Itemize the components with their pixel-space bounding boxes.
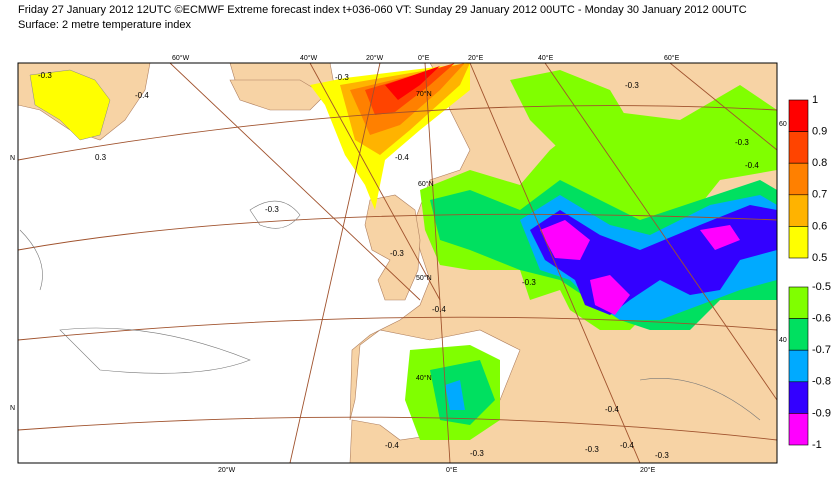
legend-label: -1 xyxy=(812,439,822,451)
header-line2: Surface: 2 metre temperature index xyxy=(18,19,192,31)
legend: 1 0.9 0.8 0.7 0.6 0.5 -0.5 -0.6 -0.7 -0.8 -0.9 -1 xyxy=(788,94,831,451)
lon-label: 0°E xyxy=(446,466,458,474)
legend-swatch xyxy=(788,162,809,196)
legend-swatch xyxy=(788,194,809,227)
contour-label: -0.3 xyxy=(655,451,669,460)
contour-label: -0.4 xyxy=(395,153,409,162)
legend-label: 0.7 xyxy=(812,189,827,201)
legend-swatch xyxy=(788,99,809,132)
contour-label: -0.4 xyxy=(605,405,619,414)
legend-label: -0.8 xyxy=(812,376,831,388)
lat-label: 60 xyxy=(779,121,787,128)
contour-label: -0.3 xyxy=(470,449,484,458)
legend-swatch xyxy=(788,349,809,383)
contour-label: -0.3 xyxy=(335,73,349,82)
contour-labels: -0.3 -0.4 0.3 -0.3 -0.3 -0.4 -0.3 -0.3 -… xyxy=(38,71,759,460)
lat-label: 60°N xyxy=(418,180,434,188)
lat-label: 40°N xyxy=(416,374,432,382)
legend-label: -0.7 xyxy=(812,344,831,356)
header-line1: Friday 27 January 2012 12UTC ©ECMWF Extr… xyxy=(18,4,747,16)
lon-label: 40°W xyxy=(300,54,318,62)
legend-label: 1 xyxy=(812,94,818,106)
legend-label: 0.9 xyxy=(812,126,827,138)
map: 60°W 40°W 20°W 0°E 20°E 40°E 60°E 20°W 0… xyxy=(10,54,787,474)
lon-label: 0°E xyxy=(418,54,430,62)
lat-label: N xyxy=(10,155,15,162)
lat-label: N xyxy=(10,405,15,412)
contour-label: -0.4 xyxy=(620,441,634,450)
legend-swatch xyxy=(788,318,809,351)
legend-swatch xyxy=(788,286,809,319)
contour-label: 0.3 xyxy=(95,153,107,162)
lon-label: 20°W xyxy=(218,466,236,474)
lon-label: 60°E xyxy=(664,54,680,62)
contour-label: -0.3 xyxy=(390,249,404,258)
lat-label: 70°N xyxy=(416,90,432,98)
lon-label: 40°E xyxy=(538,54,554,62)
lon-label: 20°W xyxy=(366,54,384,62)
legend-label: 0.8 xyxy=(812,157,827,169)
lon-label: 20°E xyxy=(640,466,656,474)
lat-label: 40 xyxy=(779,337,787,344)
contour-label: -0.3 xyxy=(38,71,52,80)
contour-label: -0.4 xyxy=(745,161,759,170)
legend-swatch xyxy=(788,381,809,414)
contour-label: -0.3 xyxy=(585,445,599,454)
legend-swatch xyxy=(788,413,809,446)
contour-label: -0.4 xyxy=(432,305,446,314)
legend-label: 0.5 xyxy=(812,252,827,264)
legend-swatch xyxy=(788,226,809,259)
contour-label: -0.3 xyxy=(265,205,279,214)
legend-label: 0.6 xyxy=(812,220,827,232)
lon-label: 60°W xyxy=(172,54,190,62)
contour-label: -0.3 xyxy=(522,278,536,287)
contour-label: -0.3 xyxy=(735,138,749,147)
legend-label: -0.9 xyxy=(812,407,831,419)
legend-label: -0.6 xyxy=(812,313,831,325)
lon-label: 20°E xyxy=(468,54,484,62)
legend-label: -0.5 xyxy=(812,281,831,293)
contour-label: -0.4 xyxy=(135,91,149,100)
contour-label: -0.3 xyxy=(625,81,639,90)
legend-swatch xyxy=(788,131,809,164)
lat-label: 50°N xyxy=(416,274,432,282)
contour-label: -0.4 xyxy=(385,441,399,450)
